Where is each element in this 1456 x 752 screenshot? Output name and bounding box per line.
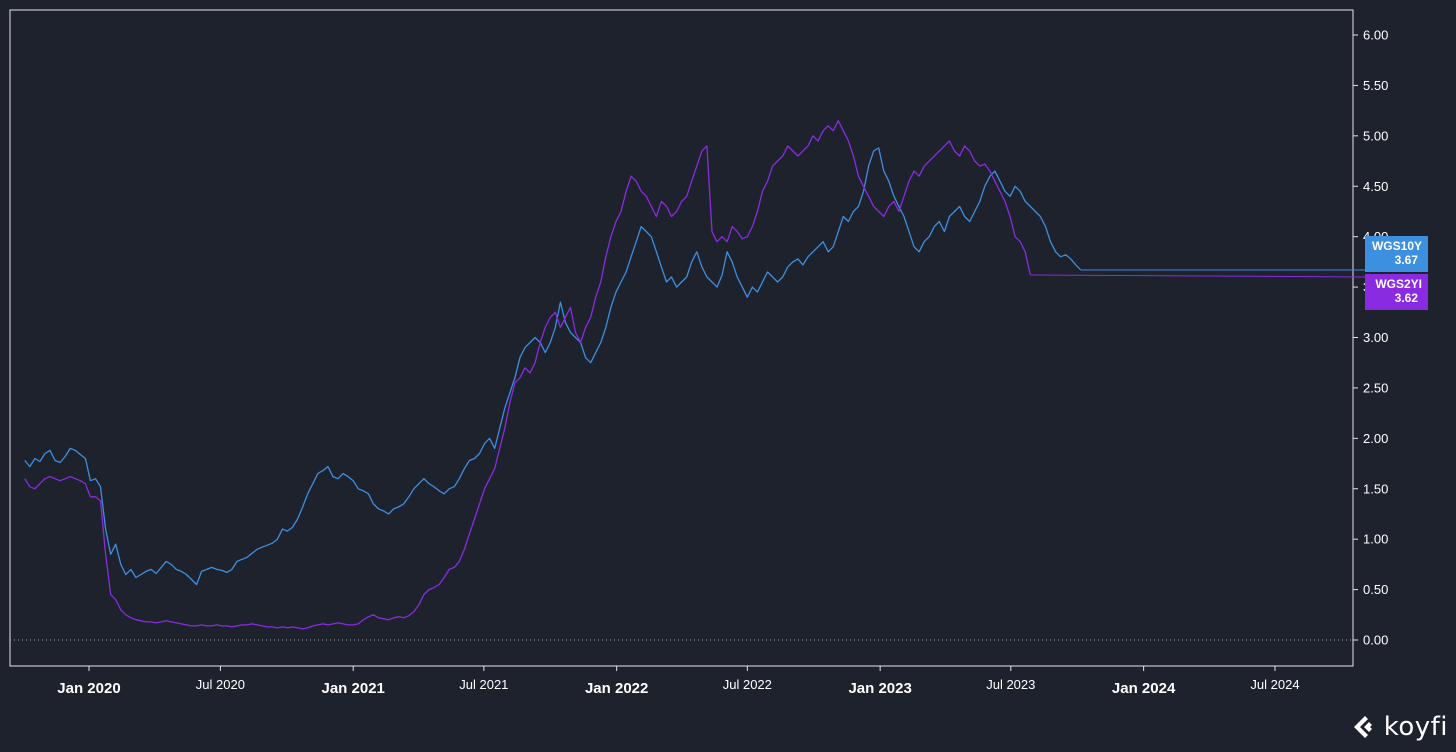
y-tick-label: 5.50 [1363,78,1388,93]
tag-last-value: 3.67 [1395,253,1419,267]
x-axis: Jan 2020 Jul 2020 Jan 2021 Jul 2021 Jan 2022… [57,666,1300,697]
last-value-tag-0 [1365,236,1428,272]
x-tick-label: Jul 2020 [196,677,245,692]
x-tick-label: Jul 2023 [986,677,1035,692]
y-tick-label: 2.50 [1363,380,1388,395]
series-layer [24,120,1082,630]
tag-connector [1030,274,1366,278]
x-tick-label: Jan 2024 [1112,680,1176,697]
last-value-tag-1 [1365,274,1428,310]
x-tick-label: Jul 2022 [723,677,772,692]
y-tick-label: 1.50 [1363,481,1388,496]
y-tick-label: 0.50 [1363,582,1388,597]
x-tick-label: Jan 2021 [322,680,385,697]
tag-series-name: WGS10Y [1372,239,1422,253]
y-tick-label: 2.00 [1363,431,1388,446]
x-tick-label: Jan 2023 [848,680,911,697]
y-tick-label: 1.00 [1363,532,1388,547]
y-tick-label: 6.00 [1363,28,1388,43]
tag-series-name: WGS2YI [1375,277,1422,291]
koyfin-logo-icon [1353,716,1372,738]
koyfin-logo: koyfi [1352,712,1448,742]
logo-text: koyfi [1383,712,1448,742]
y-axis: 6.005.505.004.504.003.503.002.502.001.50… [1353,28,1388,648]
tag-last-value: 3.62 [1395,291,1419,305]
series-line-0 [24,147,1082,586]
y-tick-label: 3.00 [1363,330,1388,345]
x-tick-label: Jan 2020 [57,680,120,697]
series-line-1 [24,120,1031,630]
y-tick-label: 0.00 [1363,633,1388,648]
x-tick-label: Jul 2024 [1250,677,1299,692]
x-tick-label: Jan 2022 [585,680,648,697]
y-tick-label: 5.00 [1363,128,1388,143]
y-tick-label: 4.50 [1363,179,1388,194]
x-tick-label: Jul 2021 [459,677,508,692]
